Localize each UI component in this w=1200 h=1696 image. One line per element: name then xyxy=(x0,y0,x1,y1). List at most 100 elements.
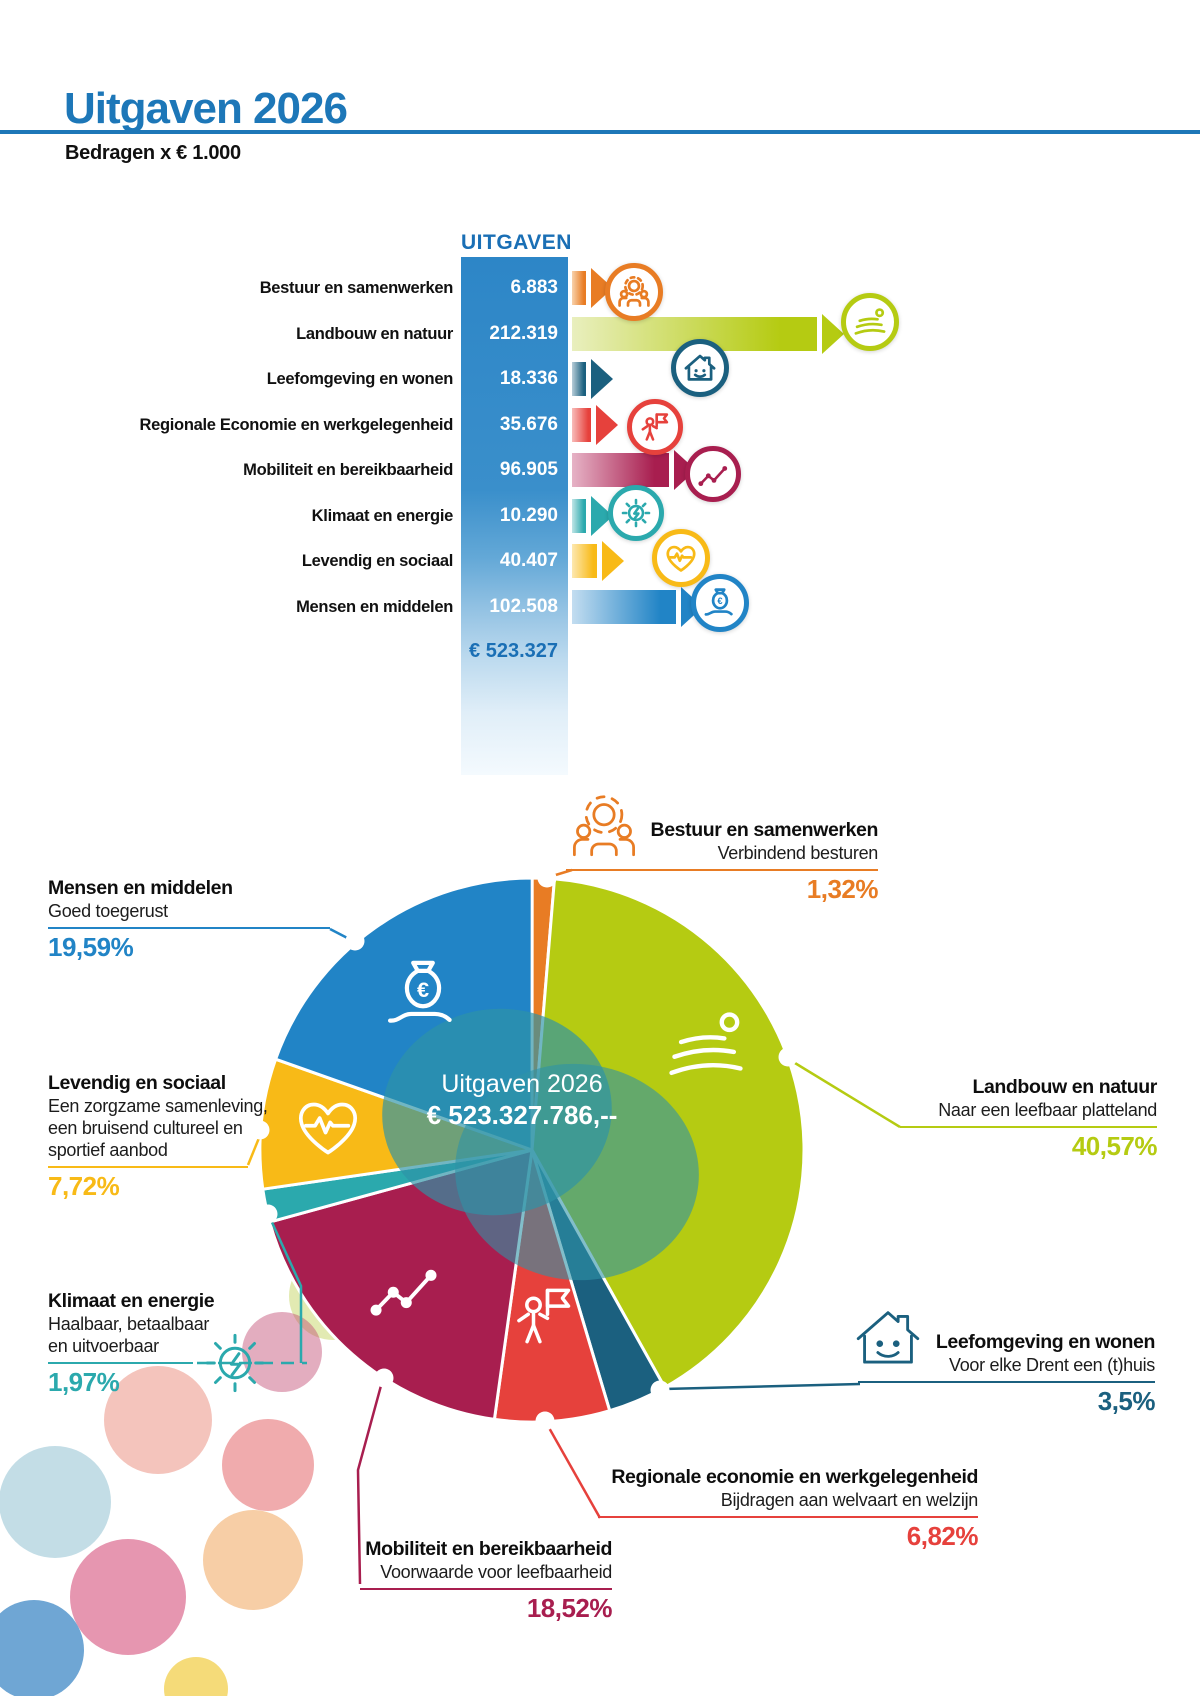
program-icon-badge xyxy=(608,485,664,541)
bar-column xyxy=(461,257,568,775)
svg-text:€: € xyxy=(417,977,429,1002)
connector-line xyxy=(663,1382,861,1391)
pie-label-landbouw: Landbouw en natuur Naar een leefbaar pla… xyxy=(820,1076,1158,1161)
slice-subtitle: Haalbaar, betaalbaar en uitvoerbaar xyxy=(48,1314,210,1356)
slice-subtitle: Bijdragen aan welvaart en welzijn xyxy=(720,1490,979,1510)
bar-row-label: Klimaat en energie xyxy=(311,506,454,525)
pie-label-levendig: Levendig en sociaal Een zorgzame samenle… xyxy=(48,1072,268,1200)
label-rule xyxy=(48,1362,193,1364)
slice-subtitle: Een zorgzame samenleving, een bruisend c… xyxy=(48,1096,268,1160)
label-rule xyxy=(566,869,878,871)
bar-row-value: 35.676 xyxy=(499,413,558,435)
bar-row-value: 18.336 xyxy=(499,368,558,389)
bar-row-value: 40.407 xyxy=(499,550,558,571)
slice-subtitle: Naar een leefbaar platteland xyxy=(938,1100,1157,1120)
person-flag-icon xyxy=(641,413,669,441)
slice-subtitle: Voorwaarde voor leefbaarheid xyxy=(380,1562,612,1582)
label-rule xyxy=(900,1126,1157,1128)
bar-row-label: Landbouw en natuur xyxy=(296,324,453,343)
label-rule xyxy=(48,1166,248,1168)
pie-label-bestuur: Bestuur en samenwerken Verbindend bestur… xyxy=(566,790,879,904)
bar-row-label: Mobiliteit en bereikbaarheid xyxy=(243,461,453,479)
pie-label-mobiliteit: Mobiliteit en bereikbaarheid Voorwaarde … xyxy=(318,1538,613,1623)
slice-percentage: 6,82% xyxy=(906,1521,979,1551)
slice-subtitle: Goed toegerust xyxy=(48,901,168,921)
pie-label-regionale: Regionale economie en werkgelegenheid Bi… xyxy=(598,1466,979,1551)
bar xyxy=(572,362,586,396)
connector-dot xyxy=(374,1368,394,1388)
program-icon-badge xyxy=(627,399,683,455)
bar-arrow xyxy=(595,404,618,445)
program-icon-badge xyxy=(652,529,710,587)
connector-dot xyxy=(258,1204,278,1224)
slice-percentage: 18,52% xyxy=(526,1593,613,1623)
bar-row-value: 10.290 xyxy=(499,504,558,526)
sun-energy-icon xyxy=(199,1327,271,1399)
slice-percentage: 40,57% xyxy=(1071,1131,1158,1161)
connector-line xyxy=(356,1381,384,1585)
pie-label-klimaat: Klimaat en energie Haalbaar, betaalbaar … xyxy=(48,1290,220,1396)
slice-subtitle: Voor elke Drent een (t)huis xyxy=(948,1355,1155,1375)
title-rule xyxy=(0,130,1200,134)
bar xyxy=(572,544,597,578)
bar xyxy=(572,453,670,487)
decorative-bubble xyxy=(242,1312,322,1392)
connector-line xyxy=(268,1217,303,1363)
house-smile-icon xyxy=(856,1311,920,1364)
slice-title: Landbouw en natuur xyxy=(972,1076,1157,1098)
program-icon-badge: € xyxy=(691,574,749,632)
program-icon-badge xyxy=(671,339,729,397)
bar xyxy=(572,498,586,533)
house-smile-icon xyxy=(684,354,716,381)
page-title: Uitgaven 2026 xyxy=(64,84,348,133)
slice-percentage: 1,97% xyxy=(48,1367,120,1397)
slice-title: Mensen en middelen xyxy=(48,877,233,899)
bar-row-label: Leefomgeving en wonen xyxy=(266,370,454,388)
pie-center-total: € 523.327.786,-- xyxy=(427,1100,618,1130)
bar xyxy=(572,271,586,305)
slice-title: Klimaat en energie xyxy=(48,1290,215,1312)
bar-row-value: 6.883 xyxy=(510,277,558,298)
label-rule xyxy=(858,1381,1155,1383)
bar-column-header: UITGAVEN xyxy=(461,231,572,254)
heart-pulse-icon xyxy=(299,1102,357,1155)
bar-row-label: Mensen en middelen xyxy=(296,597,453,616)
decorative-bubble xyxy=(0,1446,111,1558)
money-hand-icon: € xyxy=(388,960,452,1023)
bar-row-label: Levendig en sociaal xyxy=(301,552,453,570)
bar-row-label: Bestuur en samenwerken xyxy=(259,279,454,297)
bar xyxy=(572,407,591,442)
bar-arrow xyxy=(591,359,613,399)
field-icon xyxy=(669,1012,743,1076)
program-icon-badge xyxy=(685,446,741,502)
slice-title: Mobiliteit en bereikbaarheid xyxy=(365,1538,612,1560)
decorative-bubble xyxy=(104,1366,212,1474)
field-icon xyxy=(854,308,886,335)
bar-arrow xyxy=(591,495,613,536)
center-blob xyxy=(455,1063,699,1281)
sun-energy-icon xyxy=(205,1333,265,1393)
slice-title: Regionale economie en werkgelegenheid xyxy=(611,1466,978,1488)
connector-dot xyxy=(250,1120,270,1140)
gear-people-icon xyxy=(567,790,641,864)
bar-total: € 523.327 xyxy=(469,640,558,662)
connector-line xyxy=(789,1058,901,1129)
bar-row-value: 96.905 xyxy=(499,459,558,480)
gear-people-icon xyxy=(618,275,650,307)
svg-text:€: € xyxy=(717,596,722,606)
label-rule xyxy=(598,1516,978,1518)
heart-pulse-icon xyxy=(666,545,696,572)
connector-dot xyxy=(778,1047,798,1067)
pie-slice-5 xyxy=(268,1148,534,1421)
program-icon-badge xyxy=(605,263,663,321)
connector-dot xyxy=(650,1380,670,1400)
slice-percentage: 7,72% xyxy=(48,1171,120,1201)
house-smile-icon xyxy=(850,1300,926,1376)
pie-center-title: Uitgaven 2026 xyxy=(441,1070,602,1098)
slice-percentage: 1,32% xyxy=(806,874,879,904)
slice-percentage: 19,59% xyxy=(48,932,134,962)
bar xyxy=(572,589,677,624)
money-hand-icon: € xyxy=(704,588,733,616)
connector-dot xyxy=(537,868,557,888)
